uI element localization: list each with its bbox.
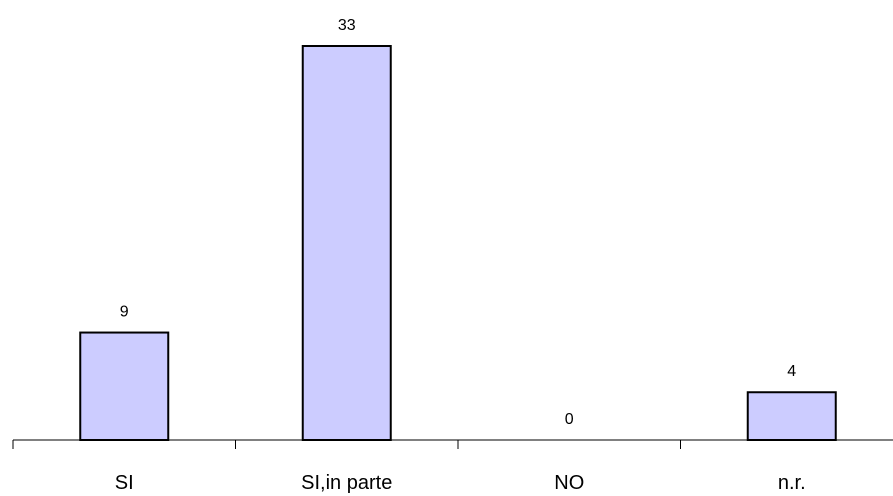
x-axis-tick-labels: SI SI,in parte NO n.r. [115, 472, 806, 494]
bars-group [79, 45, 837, 442]
bar-value-label: 0 [565, 411, 574, 428]
data-labels-group: 9 33 0 4 [120, 17, 797, 428]
bar [301, 45, 392, 441]
bar-value-label: 33 [338, 17, 356, 34]
bar [79, 331, 170, 441]
bar [746, 391, 837, 442]
bar-value-label: 4 [787, 363, 796, 380]
category-label: NO [554, 472, 584, 494]
x-axis-ticks [12, 440, 681, 449]
category-label: SI [115, 472, 134, 494]
category-label: SI,in parte [301, 472, 392, 494]
bar-value-label: 9 [120, 304, 129, 321]
category-label: n.r. [778, 472, 806, 494]
